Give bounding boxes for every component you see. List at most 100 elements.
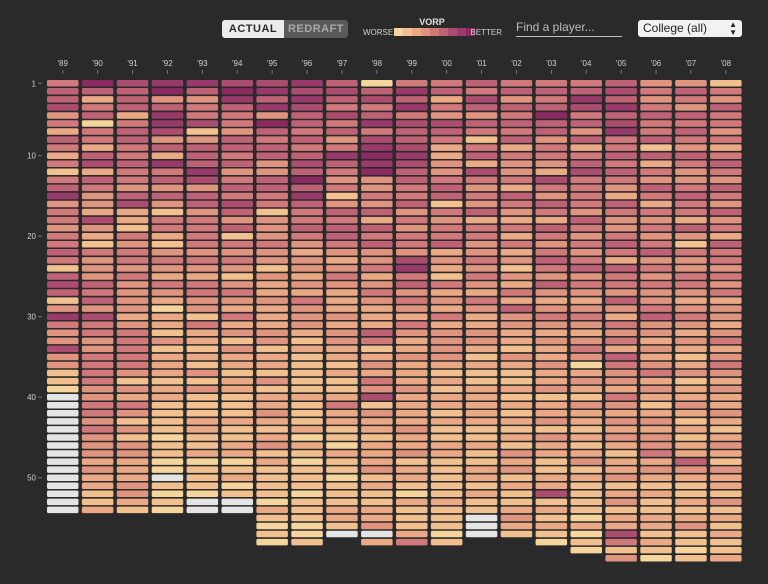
draft-pick-cell[interactable] [151, 200, 184, 208]
draft-pick-cell[interactable] [640, 184, 672, 192]
draft-pick-cell[interactable] [535, 369, 568, 377]
draft-pick-cell[interactable] [116, 361, 149, 369]
draft-pick-cell[interactable] [221, 313, 254, 320]
draft-pick-cell[interactable] [361, 514, 393, 522]
draft-pick-cell[interactable] [186, 241, 219, 248]
draft-pick-cell[interactable] [47, 96, 79, 103]
draft-pick-cell[interactable] [675, 200, 707, 208]
draft-pick-cell[interactable] [710, 289, 742, 296]
draft-pick-cell[interactable] [116, 289, 149, 296]
draft-pick-cell[interactable] [605, 554, 637, 562]
draft-pick-cell[interactable] [291, 200, 323, 208]
draft-pick-cell[interactable] [256, 482, 288, 490]
draft-pick-cell[interactable] [326, 289, 358, 296]
draft-pick-cell[interactable] [430, 402, 463, 409]
draft-pick-cell[interactable] [151, 434, 184, 441]
draft-pick-cell[interactable] [500, 426, 533, 433]
draft-pick-cell[interactable] [535, 265, 568, 272]
draft-pick-cell[interactable] [430, 498, 463, 506]
draft-pick-cell[interactable] [570, 112, 603, 119]
actual-toggle-button[interactable]: ACTUAL [222, 20, 284, 38]
draft-pick-cell[interactable] [186, 434, 219, 441]
draft-pick-cell[interactable] [430, 426, 463, 433]
draft-pick-cell[interactable] [640, 385, 672, 393]
draft-pick-cell[interactable] [116, 498, 149, 506]
draft-pick-cell[interactable] [151, 257, 184, 264]
draft-pick-cell[interactable] [430, 88, 463, 95]
draft-pick-cell[interactable] [291, 490, 323, 498]
draft-pick-cell[interactable] [570, 128, 603, 135]
draft-pick-cell[interactable] [151, 466, 184, 473]
draft-pick-cell[interactable] [361, 128, 393, 135]
draft-pick-cell[interactable] [500, 466, 533, 473]
draft-pick-cell[interactable] [81, 232, 114, 240]
draft-pick-cell[interactable] [640, 321, 672, 329]
draft-pick-cell[interactable] [47, 402, 79, 409]
draft-pick-cell[interactable] [291, 289, 323, 296]
draft-pick-cell[interactable] [710, 458, 742, 465]
draft-pick-cell[interactable] [116, 329, 149, 337]
draft-pick-cell[interactable] [151, 506, 184, 514]
draft-pick-cell[interactable] [47, 208, 79, 216]
draft-pick-cell[interactable] [221, 474, 254, 481]
draft-pick-cell[interactable] [151, 184, 184, 192]
draft-pick-cell[interactable] [81, 176, 114, 184]
draft-pick-cell[interactable] [151, 377, 184, 385]
draft-pick-cell[interactable] [500, 152, 533, 159]
draft-pick-cell[interactable] [256, 104, 288, 111]
draft-pick-cell[interactable] [430, 136, 463, 143]
draft-pick-cell[interactable] [640, 546, 672, 554]
draft-pick-cell[interactable] [675, 506, 707, 514]
draft-pick-cell[interactable] [605, 96, 637, 103]
draft-pick-cell[interactable] [116, 353, 149, 361]
draft-pick-cell[interactable] [186, 385, 219, 393]
draft-pick-cell[interactable] [81, 418, 114, 425]
draft-pick-cell[interactable] [221, 249, 254, 256]
draft-pick-cell[interactable] [465, 80, 498, 87]
draft-pick-cell[interactable] [430, 369, 463, 377]
draft-pick-cell[interactable] [256, 458, 288, 465]
draft-pick-cell[interactable] [570, 176, 603, 184]
draft-pick-cell[interactable] [430, 490, 463, 498]
draft-pick-cell[interactable] [500, 482, 533, 490]
draft-pick-cell[interactable] [430, 176, 463, 184]
draft-pick-cell[interactable] [465, 208, 498, 216]
draft-pick-cell[interactable] [396, 257, 428, 264]
draft-pick-cell[interactable] [535, 442, 568, 449]
draft-pick-cell[interactable] [396, 112, 428, 119]
draft-pick-cell[interactable] [361, 353, 393, 361]
draft-pick-cell[interactable] [396, 281, 428, 288]
draft-pick-cell[interactable] [605, 168, 637, 176]
draft-pick-cell[interactable] [81, 329, 114, 337]
draft-pick-cell[interactable] [116, 273, 149, 280]
draft-pick-cell[interactable] [221, 418, 254, 425]
draft-pick-cell[interactable] [151, 410, 184, 417]
draft-pick-cell[interactable] [500, 200, 533, 208]
draft-pick-cell[interactable] [396, 522, 428, 530]
draft-pick-cell[interactable] [151, 144, 184, 151]
draft-pick-cell[interactable] [221, 136, 254, 143]
draft-pick-cell[interactable] [710, 192, 742, 200]
draft-pick-cell[interactable] [675, 337, 707, 345]
draft-pick-cell[interactable] [396, 224, 428, 232]
draft-pick-cell[interactable] [81, 257, 114, 264]
draft-pick-cell[interactable] [396, 265, 428, 272]
draft-pick-cell[interactable] [640, 144, 672, 151]
draft-pick-cell[interactable] [151, 361, 184, 369]
draft-pick-cell[interactable] [430, 241, 463, 248]
draft-pick-cell[interactable] [116, 281, 149, 288]
draft-pick-cell[interactable] [430, 474, 463, 481]
draft-pick-cell[interactable] [47, 289, 79, 296]
draft-pick-cell[interactable] [361, 88, 393, 95]
player-search-input[interactable] [516, 18, 622, 37]
draft-pick-cell[interactable] [291, 482, 323, 490]
draft-pick-cell[interactable] [256, 538, 288, 546]
draft-pick-cell[interactable] [256, 514, 288, 522]
draft-pick-cell[interactable] [396, 442, 428, 449]
draft-pick-cell[interactable] [326, 273, 358, 280]
draft-pick-cell[interactable] [605, 136, 637, 143]
draft-pick-cell[interactable] [116, 369, 149, 377]
draft-pick-cell[interactable] [710, 369, 742, 377]
draft-pick-cell[interactable] [256, 144, 288, 151]
draft-pick-cell[interactable] [710, 514, 742, 522]
